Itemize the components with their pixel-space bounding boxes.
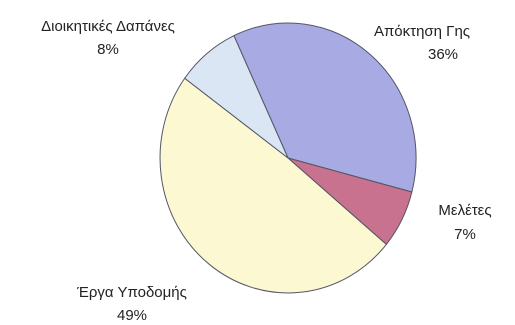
pie-slices: [159, 22, 417, 294]
slice-value-infrastructure: 49%: [117, 307, 147, 324]
slice-label-administrative: Διοικητικές Δαπάνες: [41, 18, 175, 35]
slice-administrative: [184, 34, 289, 159]
slice-infrastructure: [159, 77, 388, 294]
slice-land-acquisition: [233, 22, 417, 193]
slice-label-infrastructure: Έργα Υποδομής: [76, 284, 187, 301]
slice-value-land-acquisition: 36%: [428, 46, 458, 63]
slice-label-studies: Μελέτες: [438, 202, 491, 219]
slice-value-administrative: 8%: [97, 41, 119, 58]
slice-value-studies: 7%: [454, 226, 476, 243]
slice-label-land-acquisition: Απόκτηση Γης: [374, 23, 470, 40]
